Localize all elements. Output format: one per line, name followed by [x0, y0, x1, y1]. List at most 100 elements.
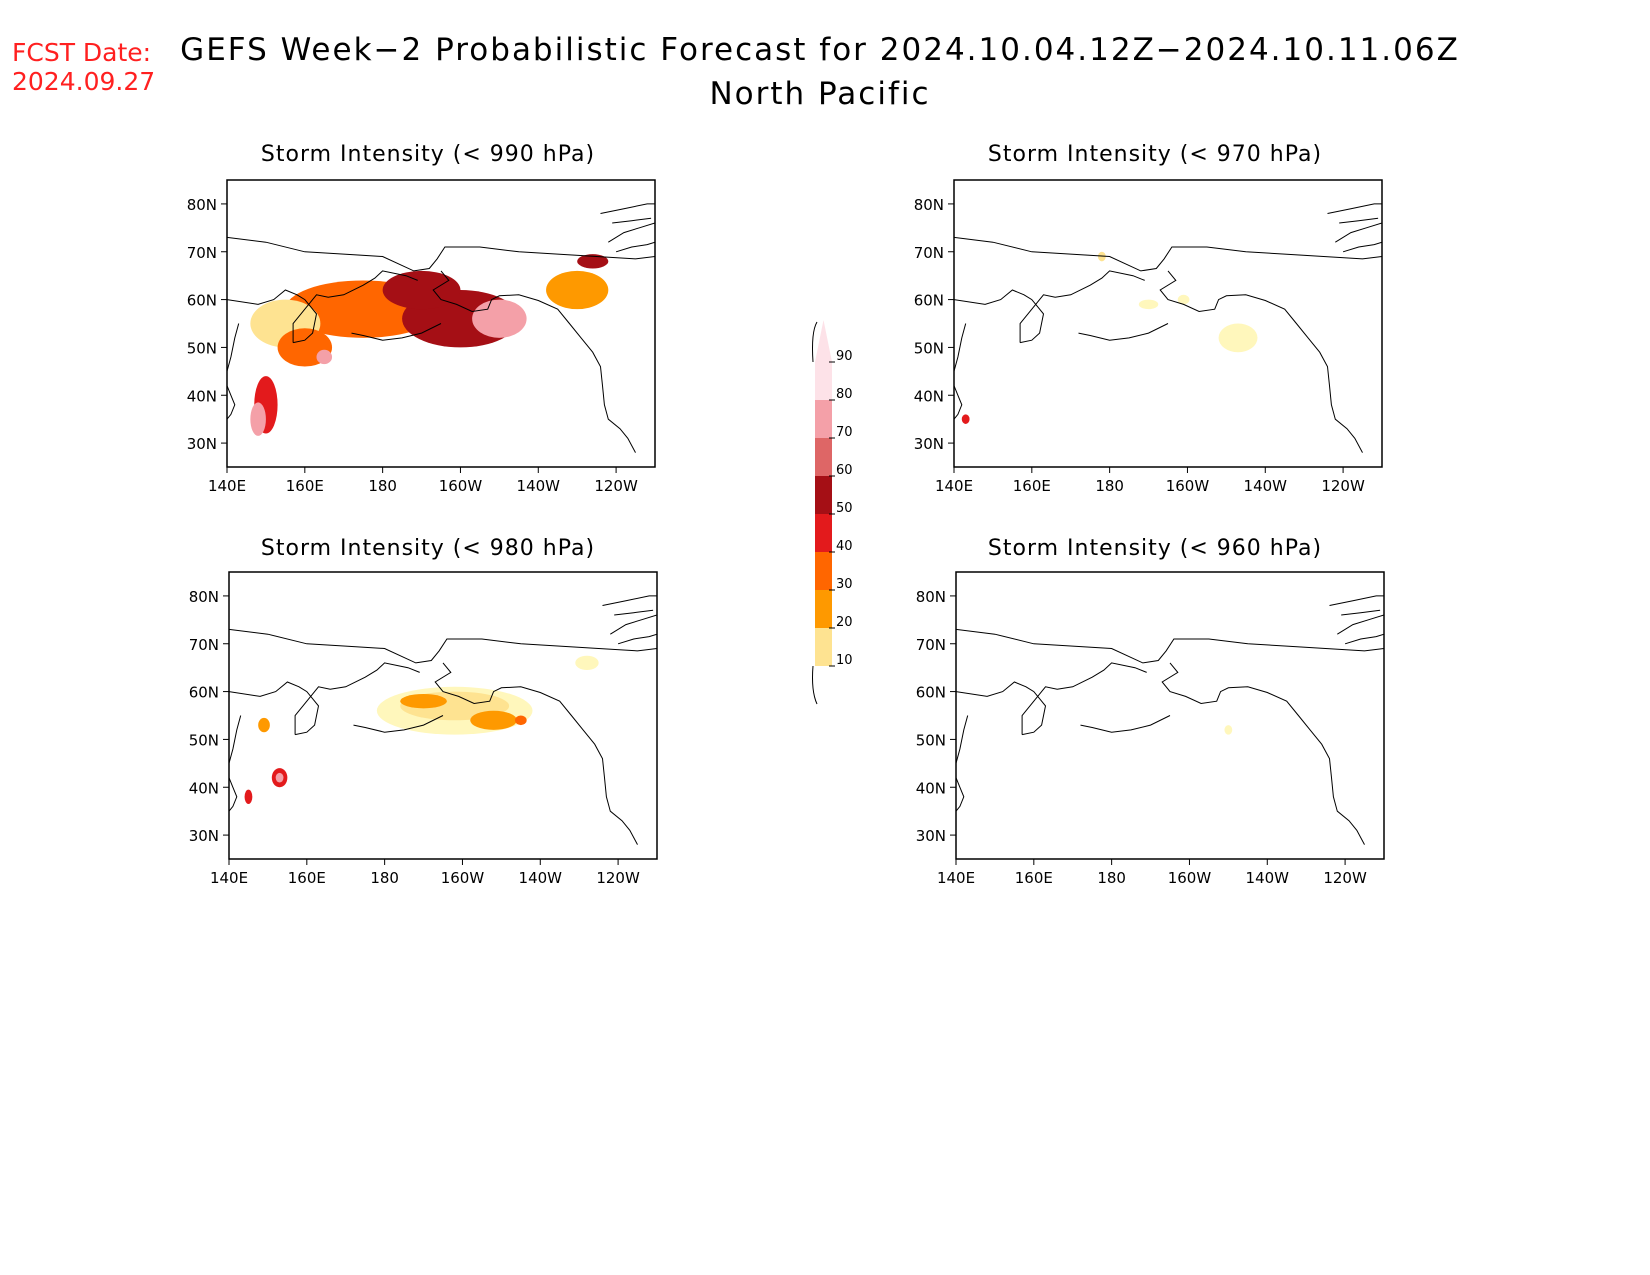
coastline	[615, 241, 655, 253]
coastline	[292, 270, 418, 343]
coastline	[610, 614, 657, 635]
coastline	[608, 222, 655, 243]
coastline	[954, 323, 967, 372]
probability-area	[316, 349, 333, 365]
coastline	[602, 595, 657, 606]
lat-tick-label: 70N	[189, 636, 219, 654]
coastline	[1344, 633, 1384, 645]
probability-area	[1218, 323, 1258, 353]
colorbar-label: 70	[836, 425, 853, 440]
map-frame	[226, 179, 656, 468]
coastline	[1327, 203, 1382, 214]
lat-tick-label: 60N	[187, 292, 217, 310]
lon-tick-label: 120W	[594, 477, 638, 495]
lon-tick-label: 140E	[935, 477, 973, 495]
lat-tick-label: 80N	[914, 196, 944, 214]
coastline	[1335, 222, 1382, 243]
lon-tick-label: 180	[370, 869, 399, 887]
colorbar-edge	[812, 665, 818, 705]
lat-tick-label: 60N	[914, 292, 944, 310]
colorbar-top-cap	[815, 320, 832, 362]
lon-tick-label: 140W	[519, 869, 563, 887]
lat-tick-label: 70N	[914, 244, 944, 262]
colorbar-bottom-cap	[815, 666, 832, 704]
probability-area	[1177, 294, 1190, 305]
lat-tick-label: 50N	[189, 731, 219, 749]
panel-title-970: Storm Intensity (< 970 hPa)	[987, 142, 1323, 167]
probability-area	[514, 715, 527, 726]
coastline	[351, 323, 442, 341]
coastline	[1329, 595, 1384, 606]
lon-tick-label: 180	[1095, 477, 1124, 495]
map-frame	[955, 571, 1385, 860]
lon-tick-label: 180	[368, 477, 397, 495]
lat-tick-label: 70N	[916, 636, 946, 654]
probability-area	[472, 299, 527, 338]
colorbar-label: 60	[836, 463, 853, 478]
lon-tick-label: 140E	[937, 869, 975, 887]
lon-tick-label: 140W	[1246, 869, 1290, 887]
coastline	[612, 217, 652, 224]
coastline	[294, 662, 420, 735]
coastline	[1341, 609, 1381, 616]
lat-tick-label: 60N	[189, 684, 219, 702]
coastline	[956, 715, 969, 764]
panel-title-980: Storm Intensity (< 980 hPa)	[260, 536, 596, 561]
map-frame	[953, 179, 1383, 468]
lon-tick-label: 160E	[1015, 869, 1053, 887]
lon-tick-label: 180	[1097, 869, 1126, 887]
probability-area	[275, 772, 284, 783]
lon-tick-label: 160W	[439, 477, 483, 495]
coastline	[954, 385, 963, 420]
probability-area	[577, 254, 609, 269]
probability-area	[470, 710, 517, 730]
coastline	[954, 289, 1045, 344]
coastline	[1339, 217, 1379, 224]
lon-tick-label: 120W	[1323, 869, 1367, 887]
lon-tick-label: 160E	[1013, 477, 1051, 495]
coastline	[229, 777, 238, 812]
lat-tick-label: 80N	[189, 588, 219, 606]
map-panel-960: 140E 160E 180 160W 140W 120W 80N 70N 60N 50N 40N 30…	[916, 571, 1385, 887]
coastline	[1080, 715, 1171, 733]
lat-tick-label: 50N	[914, 339, 944, 357]
map-panel-990: 140E 160E 180 160W 140W 120W 80N 70N 60N 50N 40N 30…	[187, 179, 656, 495]
page-subtitle: North Pacific	[709, 76, 931, 112]
coastline	[1021, 662, 1147, 735]
colorbar-label: 40	[836, 539, 853, 554]
lat-tick-label: 70N	[187, 244, 217, 262]
colorbar-label: 80	[836, 387, 853, 402]
coastline	[229, 681, 320, 736]
colorbar-segment	[815, 362, 832, 400]
coastline	[956, 628, 1384, 664]
lat-tick-label: 40N	[916, 779, 946, 797]
colorbar-label: 30	[836, 577, 853, 592]
lat-tick-label: 30N	[914, 435, 944, 453]
colorbar-segment	[815, 628, 832, 666]
coastline	[1161, 662, 1365, 845]
coastline	[1078, 323, 1169, 341]
coastline	[614, 609, 654, 616]
forecast-date-value: 2024.09.27	[12, 67, 156, 96]
probability-area	[1138, 299, 1159, 310]
coastline	[229, 715, 242, 764]
coastline	[617, 633, 657, 645]
colorbar-segment	[815, 438, 832, 476]
coastline	[227, 289, 318, 344]
probability-colorbar: 10 20 30 40 50 60 70 80 90	[812, 320, 853, 705]
panel-title-990: Storm Intensity (< 990 hPa)	[260, 142, 596, 167]
lon-tick-label: 120W	[1321, 477, 1365, 495]
probability-area	[250, 402, 266, 436]
colorbar-segment	[815, 476, 832, 514]
colorbar-label: 50	[836, 501, 853, 516]
coastline	[1342, 241, 1382, 253]
coastline	[600, 203, 655, 214]
lon-tick-label: 120W	[596, 869, 640, 887]
lon-tick-label: 160W	[1166, 477, 1210, 495]
coastline	[1337, 614, 1384, 635]
lat-tick-label: 30N	[916, 827, 946, 845]
forecast-date-block: FCST Date: 2024.09.27	[12, 38, 155, 96]
coastline	[434, 662, 638, 845]
page-title: GEFS Week−2 Probabilistic Forecast for 2…	[180, 32, 1460, 68]
lat-tick-label: 60N	[916, 684, 946, 702]
